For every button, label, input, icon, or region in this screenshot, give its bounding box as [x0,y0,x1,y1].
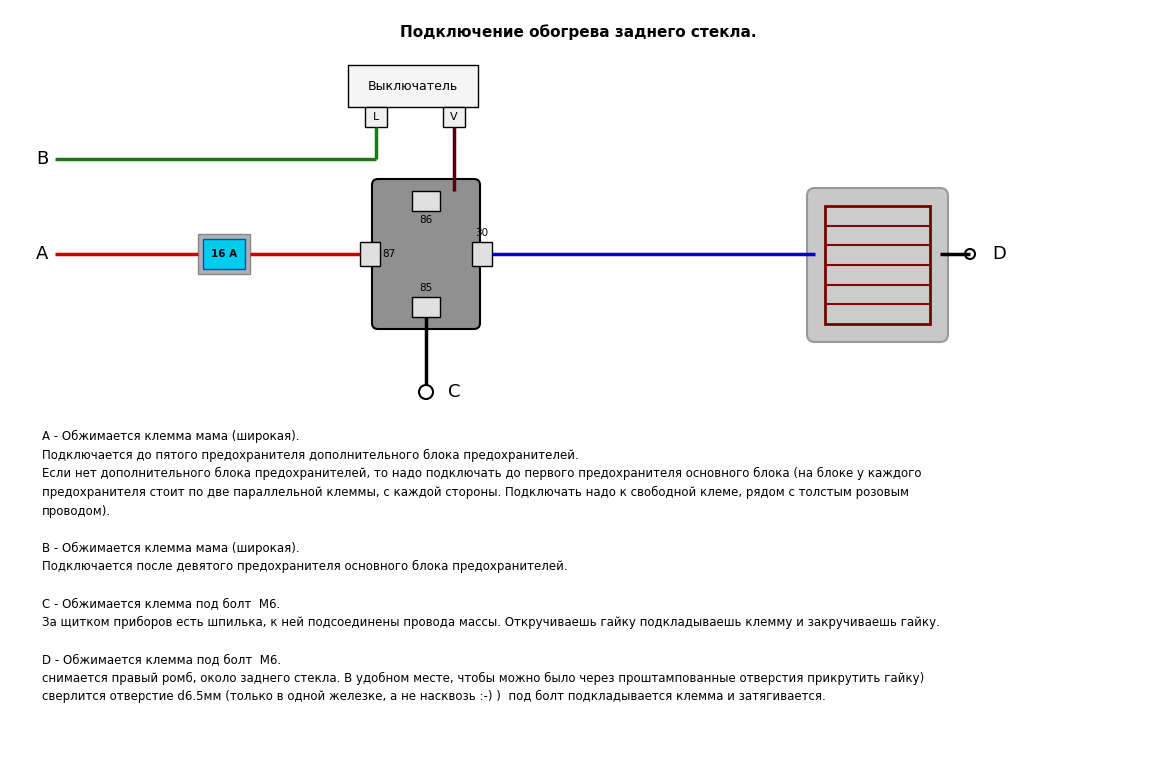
FancyBboxPatch shape [373,179,480,329]
FancyBboxPatch shape [806,188,948,342]
FancyBboxPatch shape [825,206,930,324]
Text: Выключатель: Выключатель [368,79,458,93]
Text: 16 A: 16 A [211,249,237,259]
Text: L: L [373,112,379,122]
Text: 87: 87 [382,249,396,259]
Text: B: B [36,150,49,168]
FancyBboxPatch shape [348,65,478,107]
Text: A: A [36,245,49,263]
Text: 86: 86 [419,215,433,225]
FancyBboxPatch shape [412,297,440,317]
Text: C: C [448,383,460,401]
Text: 30: 30 [476,228,488,238]
Text: V: V [450,112,458,122]
FancyBboxPatch shape [202,239,245,269]
FancyBboxPatch shape [412,191,440,211]
Text: 85: 85 [419,283,433,293]
FancyBboxPatch shape [443,107,465,127]
Text: D: D [992,245,1005,263]
Text: А - Обжимается клемма мама (широкая).
Подключается до пятого предохранителя допо: А - Обжимается клемма мама (широкая). По… [42,430,939,703]
FancyBboxPatch shape [364,107,386,127]
FancyBboxPatch shape [472,242,492,266]
FancyBboxPatch shape [360,242,379,266]
FancyBboxPatch shape [198,234,250,274]
Text: Подключение обогрева заднего стекла.: Подключение обогрева заднего стекла. [400,24,757,40]
